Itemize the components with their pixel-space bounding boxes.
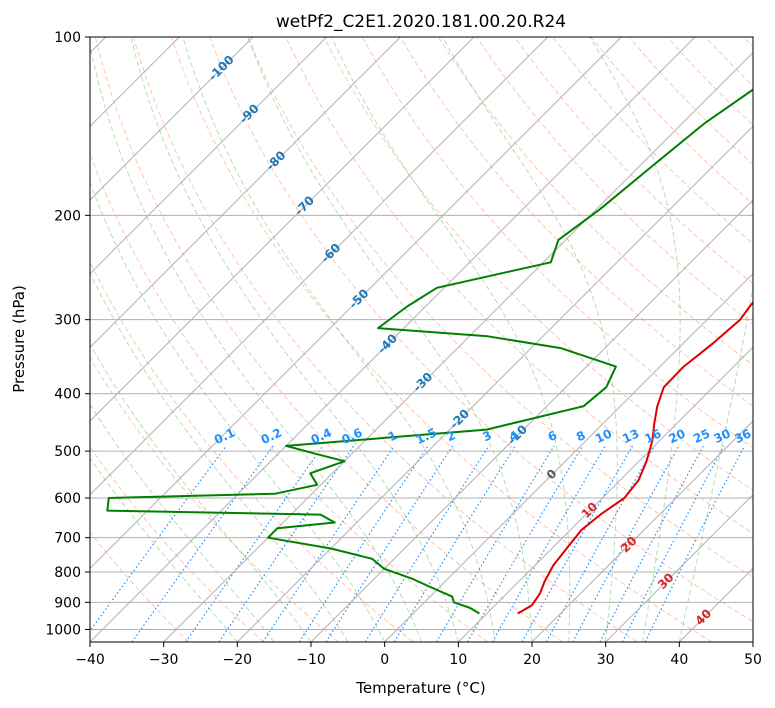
y-tick-label: 100 (54, 30, 81, 46)
mixing-ratio-label: 25 (691, 426, 712, 446)
mixing-ratio-label: 20 (667, 426, 688, 446)
y-tick-label: 300 (54, 313, 81, 329)
mixing-ratio-label: 16 (642, 426, 663, 446)
mixing-ratio-line (644, 445, 746, 642)
x-axis-label: Temperature (°C) (355, 679, 485, 697)
isotherm-line (384, 272, 753, 642)
isotherm-line (90, 37, 401, 349)
mixing-ratio-label: 36 (732, 426, 753, 446)
y-axis-label: Pressure (hPa) (10, 285, 28, 393)
x-tick-label: 20 (523, 652, 541, 668)
isotherm-line (90, 37, 254, 201)
x-tick-label: −20 (223, 652, 253, 668)
isotherm-line (90, 37, 622, 570)
mixing-ratio-line (621, 445, 725, 642)
moist-adiabat-line (441, 37, 618, 642)
dry-adiabat-line (90, 531, 190, 642)
dry-adiabat-line (399, 37, 753, 407)
chart-title: wetPf2_C2E1.2020.181.00.20.R24 (276, 12, 566, 32)
y-tick-label: 900 (54, 595, 81, 611)
dry-adiabat-line (323, 37, 753, 491)
moist-adiabat-line (678, 280, 753, 642)
mixing-ratio-line (298, 445, 429, 642)
mixing-ratio-label: 30 (712, 426, 733, 446)
series-line-temperature (517, 301, 753, 615)
mixing-ratio-line (466, 445, 584, 642)
dry-adiabat-line (90, 446, 264, 642)
y-tick-label: 600 (54, 491, 81, 507)
mixing-ratio-line (364, 445, 490, 642)
mixing-ratio-line (325, 445, 454, 642)
background-lines (90, 37, 753, 642)
moist-adiabat-line (90, 181, 386, 642)
dry-adiabat-line (247, 37, 753, 578)
mixing-ratio-line (435, 445, 555, 642)
y-axis: 100 200 300 400 500 600 700 800 900 1000 (45, 30, 90, 638)
dry-adiabat-line (209, 37, 753, 623)
dry-adiabat-line (285, 37, 753, 535)
y-tick-label: 1000 (45, 622, 81, 638)
dry-adiabat-line (437, 37, 753, 366)
plot-frame (89, 36, 754, 643)
dry-adiabat-line (132, 37, 638, 642)
moist-adiabat-line (182, 37, 496, 642)
y-tick-label: 800 (54, 565, 81, 581)
mixing-ratio-line (131, 445, 274, 642)
dry-adiabat-line (514, 37, 753, 285)
mixing-ratio-label: 10 (593, 426, 614, 446)
moist-adiabat-line (331, 37, 571, 642)
x-tick-label: 10 (449, 652, 467, 668)
dry-adiabat-line (94, 37, 563, 642)
dry-adiabat-line (171, 37, 712, 642)
x-tick-label: 0 (380, 652, 389, 668)
x-tick-label: −10 (296, 652, 326, 668)
moist-adiabat-line (130, 37, 459, 642)
series-line-dewpoint (106, 88, 753, 615)
isotherm-line (457, 346, 753, 642)
x-tick-label: 30 (597, 652, 615, 668)
moist-adiabat-line (247, 37, 533, 642)
mixing-ratio-line (218, 445, 355, 642)
isotherm-line (90, 37, 475, 422)
y-tick-label: 400 (54, 387, 81, 403)
mixing-ratio-label: 13 (620, 426, 641, 446)
profile-series (106, 88, 753, 615)
mixing-ratio-line (521, 445, 634, 642)
y-tick-label: 200 (54, 208, 81, 224)
isotherm-line (236, 125, 753, 642)
mixing-ratio-line (262, 445, 395, 642)
moist-adiabat-line (90, 457, 238, 642)
isotherm-line (90, 37, 328, 275)
x-tick-label: −40 (75, 652, 105, 668)
moist-adiabat-line (589, 37, 681, 642)
isotherm-line (90, 37, 696, 642)
pressure-grid (90, 37, 753, 630)
x-tick-label: 50 (744, 652, 762, 668)
y-tick-label: 700 (54, 531, 81, 547)
dry-adiabat-line (361, 37, 753, 449)
x-tick-label: −30 (149, 652, 179, 668)
x-tick-label: 40 (670, 652, 688, 668)
isotherm-lines (90, 37, 753, 642)
isotherm-line (90, 37, 549, 496)
isotherm-line (163, 51, 753, 642)
moist-adiabat-line (90, 271, 349, 642)
isotherm-line (605, 493, 753, 642)
moist-adiabat-line (90, 403, 275, 642)
isotherm-line (531, 420, 753, 642)
moist-adiabat-line (90, 42, 422, 642)
y-tick-label: 500 (54, 444, 81, 460)
isotherm-line (310, 199, 753, 642)
dry-adiabat-line (90, 356, 339, 642)
dry-adiabat-line (90, 152, 488, 642)
x-axis: −40 −30 −20 −10 0 10 20 30 40 50 (75, 642, 762, 668)
